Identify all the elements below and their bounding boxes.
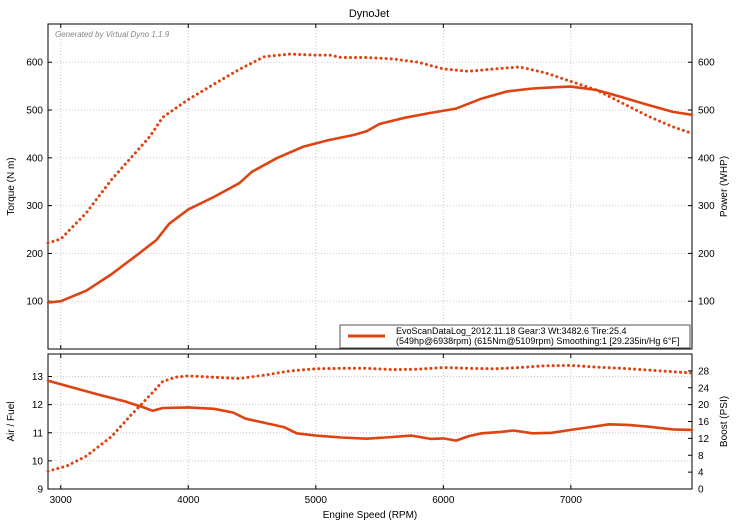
legend-entry-line: EvoScanDataLog_2012.11.18 Gear:3 Wt:3482… [396, 326, 627, 336]
bottom-y-tick-label: 13 [32, 372, 44, 383]
bottom-series-dotted-line [46, 363, 694, 473]
bottom-y2-axis-title: Boost (PSI) [719, 396, 730, 447]
bottom-y2-tick-label: 4 [698, 468, 704, 479]
top-y-tick-label: 100 [26, 297, 43, 308]
top-y-tick-label: 300 [26, 201, 43, 212]
top-y2-tick-label: 600 [698, 58, 715, 69]
x-axis-title: Engine Speed (RPM) [323, 510, 418, 521]
top-y2-tick-label: 100 [698, 297, 715, 308]
legend: EvoScanDataLog_2012.11.18 Gear:3 Wt:3482… [339, 324, 691, 349]
x-tick-label: 5000 [305, 495, 328, 506]
bottom-gridlines [48, 354, 692, 490]
bottom-y-tick-label: 11 [33, 428, 44, 439]
chart-title: DynoJet [349, 8, 389, 20]
bottom-series-solid-line [46, 379, 694, 442]
top-y2-tick-label: 200 [698, 249, 715, 260]
bottom-y2-tick-label: 0 [698, 485, 704, 496]
top-y2-tick-label: 400 [698, 153, 715, 164]
bottom-y-axis-title: Air / Fuel [6, 401, 17, 441]
x-tick-label: 6000 [432, 495, 455, 506]
bottom-y-tick-label: 12 [32, 400, 44, 411]
bottom-y2-tick-label: 8 [698, 451, 704, 462]
bottom-y2-tick-label: 24 [698, 383, 710, 394]
top-y2-tick-label: 500 [698, 106, 715, 117]
watermark: Generated by Virtual Dyno 1.1.9 [55, 30, 170, 39]
legend-entry-line: (549hp@6938rpm) (615Nm@5109rpm) Smoothin… [396, 336, 680, 346]
bottom-y2-tick-label: 28 [698, 366, 710, 377]
x-tick-label: 4000 [177, 495, 200, 506]
bottom-y2-tick-label: 20 [698, 400, 710, 411]
x-tick-label: 7000 [560, 495, 583, 506]
bottom-y2-tick-label: 12 [698, 434, 710, 445]
x-tick-label: 3000 [50, 495, 73, 506]
top-plot-frame [47, 23, 693, 350]
top-series-dotted-line [46, 52, 694, 245]
bottom-y2-tick-label: 16 [698, 417, 710, 428]
bottom-y-tick-label: 10 [32, 456, 44, 467]
top-y-tick-label: 500 [26, 106, 43, 117]
top-y-tick-label: 600 [26, 58, 43, 69]
legend-box [339, 324, 691, 349]
top-y2-axis-title: Power (WHP) [719, 156, 730, 217]
torque-power-panel: 100 200 300 400 500 600 100 200 300 400 500 600 Torq… [6, 23, 730, 350]
airfuel-boost-panel: 3000 4000 5000 6000 7000 9 10 11 12 13 0 4 8 12 16 20 24… [6, 353, 730, 521]
bottom-plot-frame [47, 353, 693, 490]
top-gridlines [48, 24, 692, 349]
top-y-tick-label: 200 [26, 249, 43, 260]
top-y2-tick-label: 300 [698, 201, 715, 212]
top-y-axis-title: Torque (N m) [6, 157, 17, 215]
top-series-solid-line [46, 85, 694, 304]
top-y-tick-label: 400 [26, 153, 43, 164]
bottom-y-tick-label: 9 [37, 485, 43, 496]
